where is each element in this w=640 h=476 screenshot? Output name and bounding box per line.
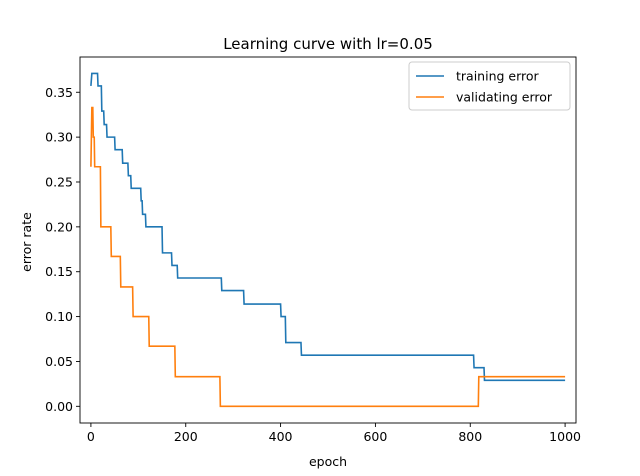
x-tick-label: 400 bbox=[269, 429, 293, 444]
x-tick-label: 0 bbox=[87, 429, 95, 444]
x-tick-label: 800 bbox=[458, 429, 482, 444]
y-tick-label: 0.00 bbox=[45, 399, 73, 414]
x-tick-label: 200 bbox=[174, 429, 198, 444]
y-tick-label: 0.25 bbox=[45, 174, 73, 189]
chart-title: Learning curve with lr=0.05 bbox=[223, 35, 433, 53]
legend: training error validating error bbox=[408, 61, 571, 111]
series-line-validating-error bbox=[90, 106, 566, 408]
x-axis-ticks: 0 200 400 600 800 1000 bbox=[87, 423, 581, 444]
legend-box bbox=[408, 61, 571, 111]
y-tick-label: 0.05 bbox=[45, 354, 73, 369]
y-tick-label: 0.15 bbox=[45, 264, 73, 279]
x-tick-label: 1000 bbox=[549, 429, 581, 444]
y-axis-label: error rate bbox=[19, 212, 34, 272]
plot-series bbox=[90, 72, 566, 408]
y-axis-ticks: 0.00 0.05 0.10 0.15 0.20 0.25 0.30 0.35 bbox=[45, 85, 80, 414]
series-line-training-error bbox=[90, 72, 566, 382]
axes bbox=[79, 56, 577, 424]
plot-frame bbox=[79, 56, 577, 424]
legend-label-validating-error: validating error bbox=[456, 90, 553, 105]
legend-label-training-error: training error bbox=[456, 69, 540, 84]
y-tick-label: 0.30 bbox=[45, 130, 73, 145]
y-tick-label: 0.10 bbox=[45, 309, 73, 324]
x-axis-label: epoch bbox=[309, 454, 347, 469]
x-tick-label: 600 bbox=[363, 429, 387, 444]
y-tick-label: 0.20 bbox=[45, 219, 73, 234]
y-tick-label: 0.35 bbox=[45, 85, 73, 100]
